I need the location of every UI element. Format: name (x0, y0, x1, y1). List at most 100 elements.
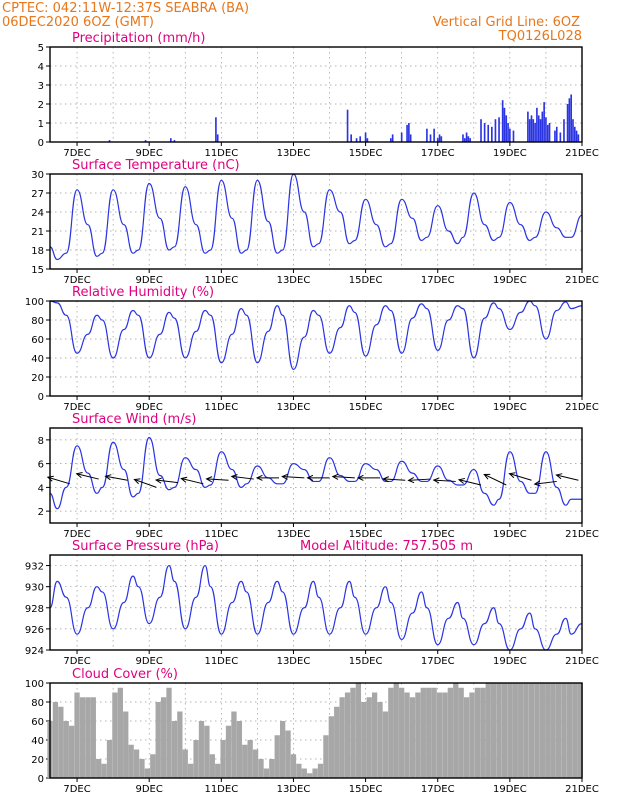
cloud-bar (274, 735, 280, 778)
precip-bar (548, 123, 551, 142)
y-tick-label: 924 (25, 646, 44, 657)
x-tick-label: 19DEC (493, 402, 527, 413)
x-tick-label: 15DEC (349, 529, 383, 540)
x-tick-label: 15DEC (349, 784, 383, 795)
cloud-bar (431, 687, 437, 778)
cloud-bar (453, 683, 459, 778)
y-tick-label: 0 (38, 392, 44, 403)
precip-bar (433, 128, 435, 142)
wind-arrow-head (104, 474, 112, 481)
wind-arrow (306, 474, 330, 481)
cloud-bar (572, 683, 578, 778)
cloud-bar (377, 702, 383, 778)
cloud-bar (323, 735, 329, 778)
cloud-bar (361, 702, 367, 778)
x-tick-label: 21DEC (565, 275, 599, 286)
x-tick-label: 11DEC (204, 784, 238, 795)
y-tick-label: 21 (31, 227, 44, 238)
wind-arrow (533, 480, 557, 487)
cloud-bar (220, 740, 226, 778)
y-tick-label: 20 (31, 755, 44, 766)
wind-arrow (46, 475, 70, 485)
cloud-bar (307, 773, 313, 778)
precip-frame (49, 46, 583, 143)
x-tick-label: 17DEC (421, 784, 455, 795)
x-tick-label: 17DEC (421, 148, 455, 159)
precip-bar (426, 128, 428, 142)
cloud-bar (258, 759, 264, 778)
wind-arrow-shaft (181, 478, 204, 485)
wind-frame (49, 427, 583, 524)
y-tick-label: 80 (31, 698, 44, 709)
cloud-bar (399, 687, 405, 778)
cloud-bar (404, 692, 410, 778)
precip-bar (483, 123, 486, 142)
cloud-bar (242, 744, 248, 778)
precip-bar (505, 115, 508, 142)
cloud-bar (339, 697, 345, 778)
x-tick-label: 9DEC (135, 529, 162, 540)
precip-bar (530, 115, 533, 142)
wind-arrow (432, 477, 456, 484)
cloud-bar (561, 683, 567, 778)
cloud-bar (177, 711, 183, 778)
y-tick-label: 20 (31, 373, 44, 384)
precip-bar (494, 119, 497, 142)
precip-bar (563, 119, 565, 142)
cloud-bar (193, 740, 199, 778)
pressure-series-line (49, 564, 583, 651)
cloud-bar (58, 706, 64, 778)
precip-bar (216, 134, 219, 142)
x-tick-label: 13DEC (277, 402, 311, 413)
x-tick-label: 15DEC (349, 402, 383, 413)
x-tick-label: 13DEC (277, 529, 311, 540)
x-tick-label: 15DEC (349, 275, 383, 286)
wind-arrow (331, 473, 355, 480)
x-tick-label: 13DEC (277, 148, 311, 159)
y-tick-label: 5 (38, 43, 44, 54)
wind-arrow (75, 472, 99, 480)
precip-panel: 0 1 2 3 4 5 7DEC 9DEC 11DEC 13DEC 15DEC 17DEC 19DEC 2… (38, 31, 599, 159)
precip-bar (554, 130, 556, 142)
wind-arrow (154, 477, 179, 484)
wind-panel: 2 4 6 8 7DEC 9DEC 11DEC 13DEC 15DEC 17DEC 19DEC 21D… (38, 412, 599, 540)
precip-bar (487, 124, 490, 142)
cloud-bar (566, 683, 573, 778)
y-tick-label: 4 (38, 62, 44, 73)
cloud-bar (512, 683, 518, 778)
wind-arrow-head (281, 473, 289, 480)
cloud-bar (485, 683, 491, 778)
wind-arrow-shaft (105, 475, 128, 481)
cloud-bar (393, 683, 399, 778)
precip-bar (539, 119, 542, 142)
x-tick-label: 7DEC (63, 529, 90, 540)
wind-arrow-head (356, 474, 364, 481)
wind-arrow-shaft (484, 473, 507, 486)
precip-bar (503, 107, 506, 142)
y-tick-label: 1 (38, 119, 44, 130)
wind-arrow-shaft (155, 479, 179, 484)
y-tick-label: 2 (38, 100, 44, 111)
cloud-bar (155, 702, 161, 778)
wind-series-line (49, 436, 582, 510)
cloud-bar (388, 687, 394, 778)
cloud-bar (328, 716, 334, 778)
wind-arrow (205, 476, 229, 483)
x-tick-label: 11DEC (204, 656, 238, 667)
precip-bar (436, 138, 439, 142)
precip-bar (577, 134, 580, 142)
cloud-bar (209, 754, 215, 778)
x-tick-label: 21DEC (565, 784, 599, 795)
cloud-bar (204, 725, 210, 778)
cloud-bar (79, 697, 86, 778)
x-tick-label: 17DEC (421, 275, 455, 286)
precip-bar (541, 111, 544, 142)
cloud-bar (350, 687, 356, 778)
precip-bar (572, 119, 574, 142)
wind-arrow (483, 473, 507, 486)
wind-arrow-head (508, 472, 516, 479)
cloud-bar (447, 687, 454, 778)
cloud-bar (290, 754, 297, 778)
x-tick-label: 11DEC (204, 402, 238, 413)
y-tick-label: 15 (31, 265, 44, 276)
